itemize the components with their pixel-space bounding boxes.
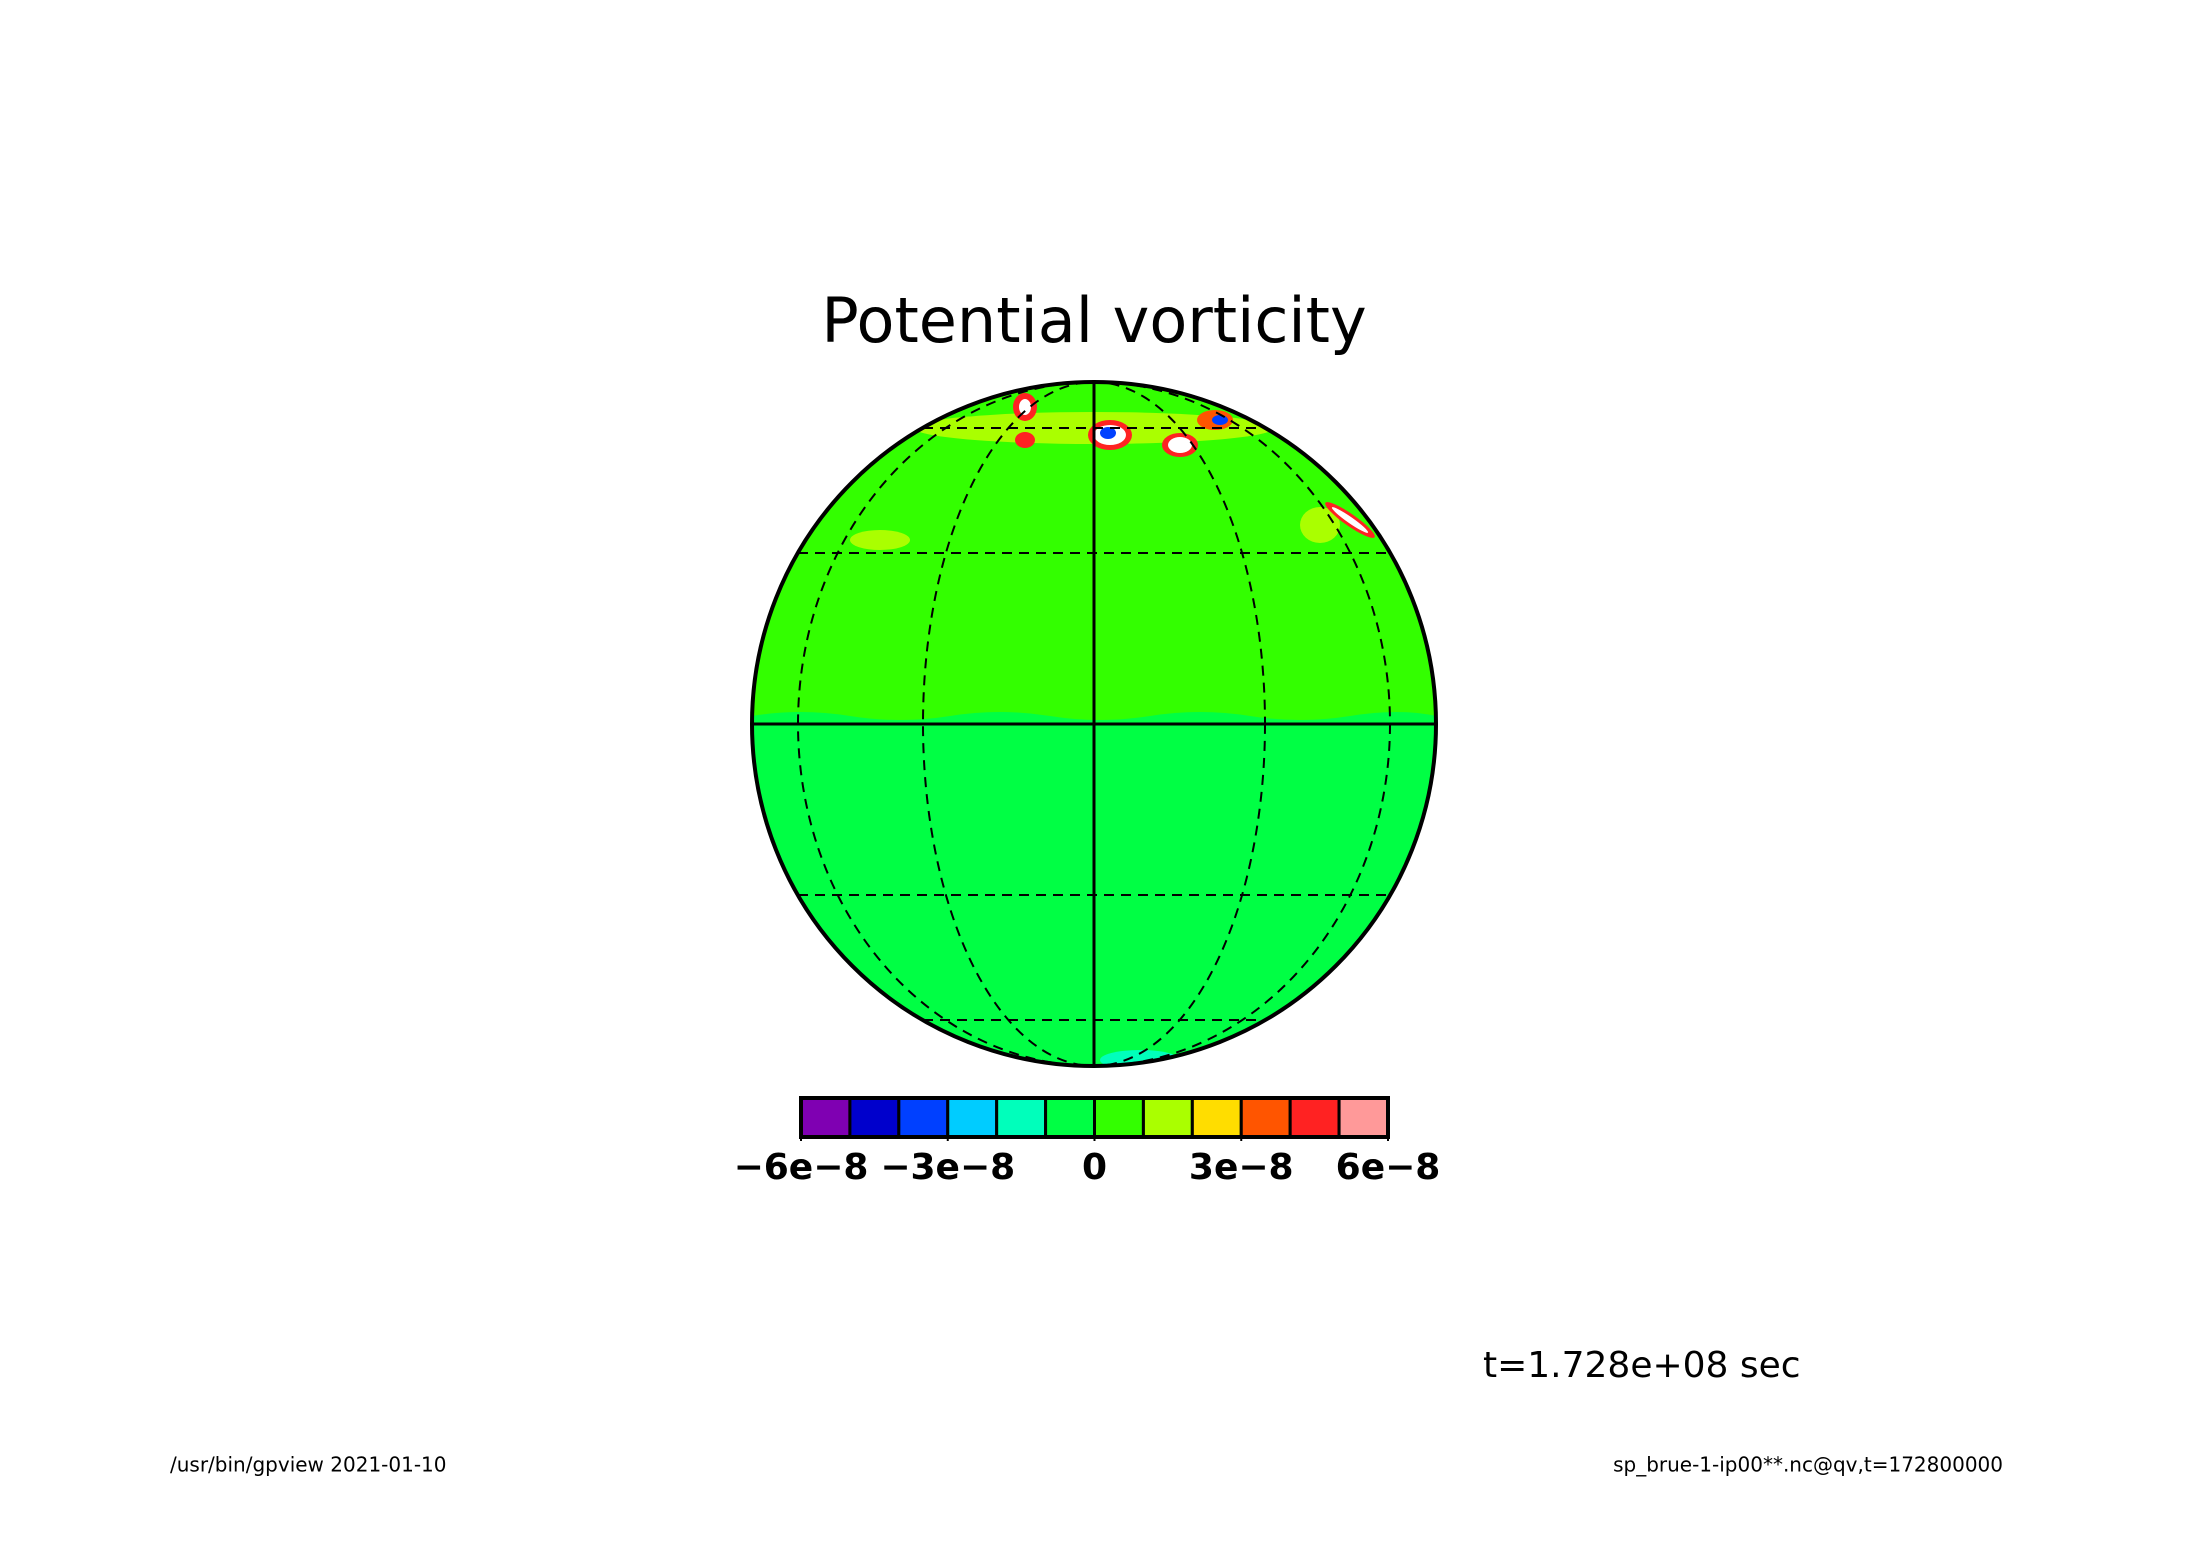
- annotation: t=1.728e+08 sec: [1483, 1345, 1801, 1386]
- colorbar-box: [1141, 1096, 1194, 1139]
- field-blob: [1100, 427, 1116, 439]
- colorbar-box: [995, 1096, 1048, 1139]
- field-blob: [1331, 507, 1369, 533]
- colorbar: −6e−8 −3e−8 0 3e−8 6e−8: [734, 1096, 1441, 1188]
- colorbar-tick-label: 0: [1082, 1147, 1107, 1188]
- footer-right: sp_brue-1-ip00**.nc@qv,t=172800000: [1613, 1453, 2003, 1477]
- field-blob: [850, 530, 910, 550]
- footer-left: /usr/bin/gpview 2021-01-10: [170, 1453, 447, 1477]
- colorbar-box: [1093, 1096, 1145, 1139]
- colorbar-tick-label: −3e−8: [880, 1147, 1015, 1188]
- field-blob: [1212, 415, 1228, 425]
- colorbar-box: [799, 1096, 852, 1139]
- field-blob: [1168, 437, 1192, 453]
- globe-outline: [750, 380, 1438, 1068]
- colorbar-box: [848, 1096, 901, 1139]
- colorbar-box: [1239, 1096, 1292, 1139]
- colorbar-box: [1288, 1096, 1341, 1139]
- field-blob: [1019, 399, 1031, 415]
- chart-title: Potential vorticity: [821, 284, 1366, 357]
- colorbar-box: [1190, 1096, 1243, 1139]
- colorbar-tick-label: −6e−8: [734, 1147, 869, 1188]
- colorbar-box: [1044, 1096, 1097, 1139]
- colorbar-tick-label: 3e−8: [1189, 1147, 1294, 1188]
- colorbar-tick-label: 6e−8: [1336, 1147, 1441, 1188]
- field-blob: [1015, 432, 1035, 448]
- colorbar-box: [1337, 1096, 1390, 1139]
- colorbar-box: [946, 1096, 999, 1139]
- colorbar-box: [897, 1096, 950, 1139]
